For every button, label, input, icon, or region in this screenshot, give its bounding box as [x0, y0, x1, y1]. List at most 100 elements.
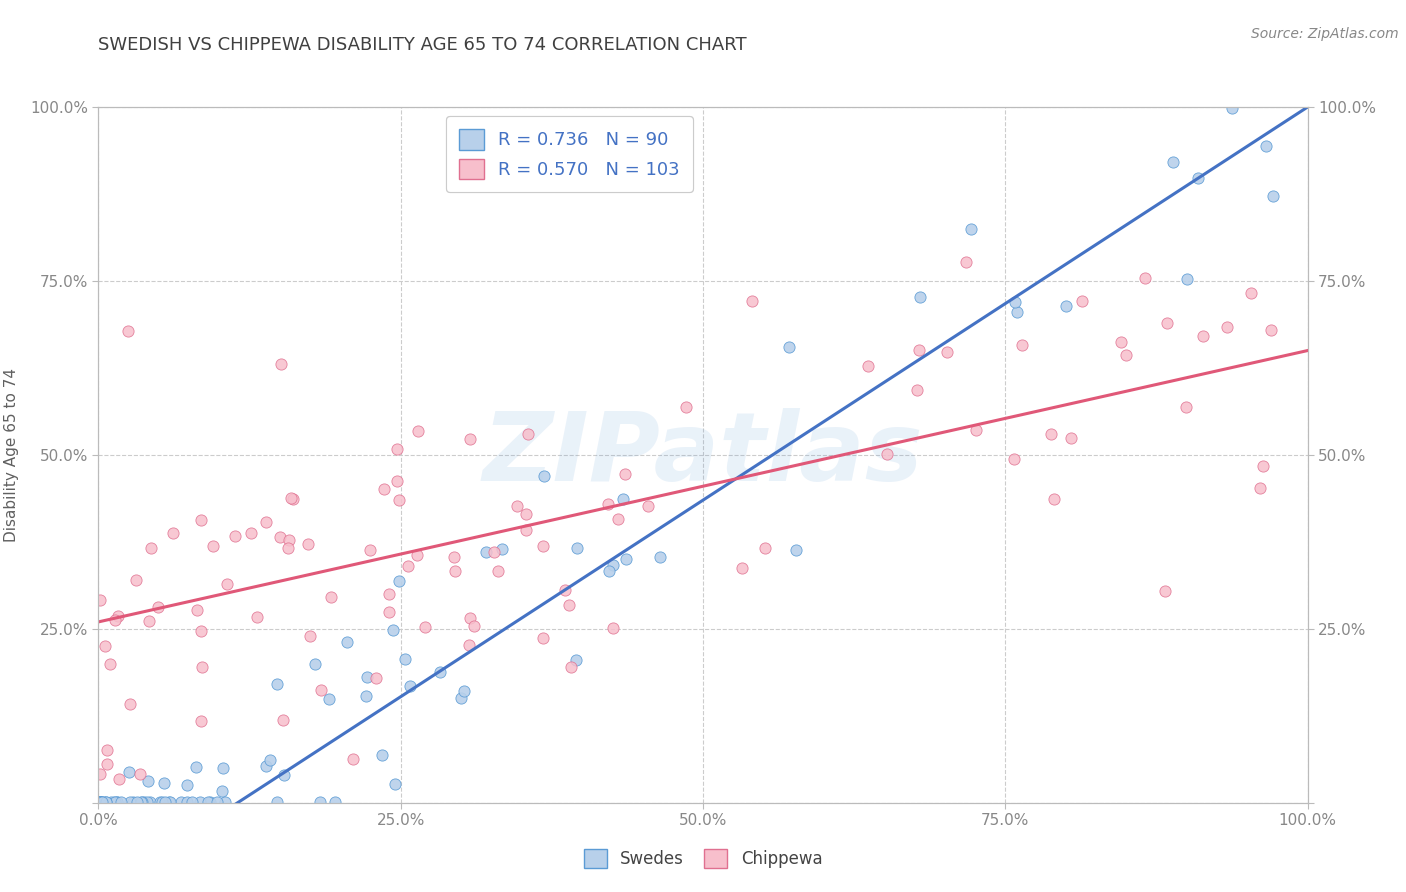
Point	[955, 254, 977, 268]
Point	[271, 713, 294, 727]
Point	[905, 383, 928, 397]
Point	[1222, 101, 1244, 115]
Point	[533, 469, 555, 483]
Point	[89, 795, 111, 809]
Point	[364, 671, 387, 685]
Point	[482, 545, 505, 559]
Point	[186, 602, 208, 616]
Point	[90, 795, 112, 809]
Point	[1260, 323, 1282, 337]
Point	[153, 775, 176, 789]
Point	[876, 446, 898, 460]
Point	[89, 795, 111, 809]
Text: SWEDISH VS CHIPPEWA DISABILITY AGE 65 TO 74 CORRELATION CHART: SWEDISH VS CHIPPEWA DISABILITY AGE 65 TO…	[98, 36, 747, 54]
Point	[377, 587, 399, 601]
Point	[398, 680, 420, 694]
Point	[936, 345, 959, 359]
Legend: R = 0.736   N = 90, R = 0.570   N = 103: R = 0.736 N = 90, R = 0.570 N = 103	[446, 116, 693, 192]
Point	[373, 482, 395, 496]
Point	[318, 692, 340, 706]
Point	[1011, 337, 1033, 351]
Point	[122, 795, 145, 809]
Point	[463, 619, 485, 633]
Point	[554, 582, 576, 597]
Point	[266, 795, 288, 809]
Point	[1251, 458, 1274, 473]
Point	[323, 795, 346, 809]
Point	[336, 635, 359, 649]
Point	[378, 605, 401, 619]
Y-axis label: Disability Age 65 to 74: Disability Age 65 to 74	[4, 368, 18, 542]
Point	[444, 564, 467, 578]
Point	[246, 609, 269, 624]
Point	[139, 795, 162, 809]
Point	[567, 541, 589, 555]
Point	[560, 660, 582, 674]
Point	[754, 541, 776, 555]
Point	[741, 293, 763, 308]
Point	[298, 629, 321, 643]
Point	[1175, 272, 1198, 286]
Point	[90, 795, 112, 809]
Point	[266, 676, 288, 690]
Point	[176, 795, 198, 809]
Point	[406, 548, 429, 562]
Point	[429, 665, 451, 679]
Point	[606, 512, 628, 526]
Point	[531, 632, 554, 646]
Point	[190, 624, 212, 638]
Point	[387, 475, 409, 489]
Point	[107, 609, 129, 624]
Point	[96, 795, 118, 809]
Point	[458, 610, 481, 624]
Point	[105, 795, 128, 809]
Point	[280, 491, 302, 506]
Point	[309, 795, 332, 809]
Point	[382, 623, 405, 637]
Point	[90, 795, 112, 809]
Point	[491, 542, 513, 557]
Point	[1249, 482, 1271, 496]
Point	[1060, 432, 1083, 446]
Point	[394, 652, 416, 666]
Point	[170, 795, 193, 809]
Point	[190, 714, 212, 728]
Point	[131, 795, 153, 809]
Point	[602, 558, 624, 572]
Legend: Swedes, Chippewa: Swedes, Chippewa	[576, 842, 830, 875]
Text: ZIPatlas: ZIPatlas	[482, 409, 924, 501]
Point	[100, 795, 122, 809]
Point	[89, 795, 111, 809]
Point	[93, 639, 115, 653]
Point	[453, 683, 475, 698]
Point	[342, 752, 364, 766]
Point	[856, 359, 879, 373]
Point	[118, 764, 141, 779]
Point	[385, 442, 408, 456]
Point	[650, 550, 672, 565]
Point	[190, 513, 212, 527]
Point	[1043, 491, 1066, 506]
Point	[89, 795, 111, 809]
Point	[110, 795, 132, 809]
Point	[224, 529, 246, 543]
Point	[277, 541, 299, 555]
Point	[388, 574, 411, 588]
Point	[120, 795, 142, 809]
Point	[184, 760, 207, 774]
Point	[614, 467, 637, 482]
Point	[396, 558, 419, 573]
Point	[269, 530, 291, 544]
Point	[217, 577, 239, 591]
Point	[1154, 583, 1177, 598]
Point	[558, 599, 581, 613]
Point	[188, 795, 211, 809]
Point	[1133, 271, 1156, 285]
Point	[125, 795, 148, 809]
Point	[515, 523, 537, 537]
Point	[96, 756, 118, 771]
Point	[731, 560, 754, 574]
Point	[304, 657, 326, 671]
Point	[240, 525, 263, 540]
Point	[150, 795, 173, 809]
